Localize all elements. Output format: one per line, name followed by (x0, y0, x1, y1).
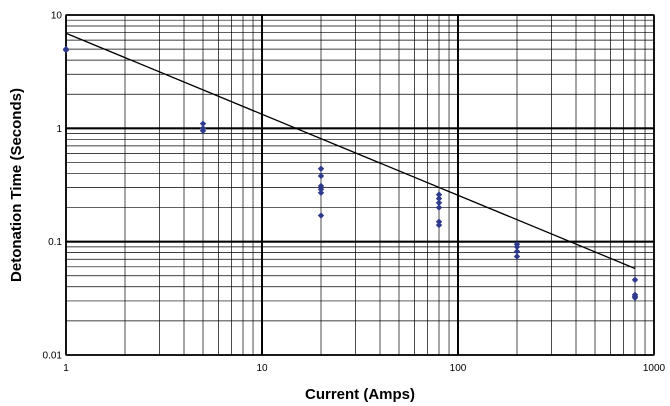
grid (65, 14, 655, 356)
data-point (199, 120, 207, 127)
data-point (435, 218, 443, 225)
data-point (317, 189, 325, 196)
trend-line (65, 32, 636, 270)
data-point (435, 191, 443, 198)
x-tick-label: 10 (256, 363, 268, 374)
data-point (631, 294, 639, 301)
data-point (435, 221, 443, 229)
data-point (513, 253, 521, 260)
data-point (513, 243, 521, 251)
data-marks (62, 32, 639, 301)
data-point (317, 172, 325, 180)
x-tick-label: 1000 (643, 363, 666, 374)
y-tick-label: 0.1 (48, 237, 62, 248)
data-point (435, 199, 443, 207)
plot-frame (65, 14, 655, 356)
data-point (317, 182, 325, 190)
data-point (317, 186, 325, 193)
plot-background (66, 15, 654, 355)
y-tick-label: 0.01 (43, 351, 63, 362)
data-point (199, 127, 207, 135)
tick-labels: 1 10 100 1000 0.01 0.1 1 10 (43, 11, 666, 375)
y-axis-title: Detonation Time (Seconds) (8, 88, 25, 282)
data-point (631, 276, 639, 284)
data-point (435, 204, 443, 211)
data-point (317, 212, 325, 219)
x-tick-label: 1 (63, 363, 69, 374)
x-tick-label: 100 (450, 363, 467, 374)
data-point (513, 248, 521, 255)
x-axis-title: Current (Amps) (305, 386, 415, 403)
data-point (317, 165, 325, 172)
y-tick-label: 10 (51, 11, 63, 22)
data-point (435, 195, 443, 202)
data-point (62, 46, 70, 54)
y-tick-label: 1 (56, 124, 62, 135)
